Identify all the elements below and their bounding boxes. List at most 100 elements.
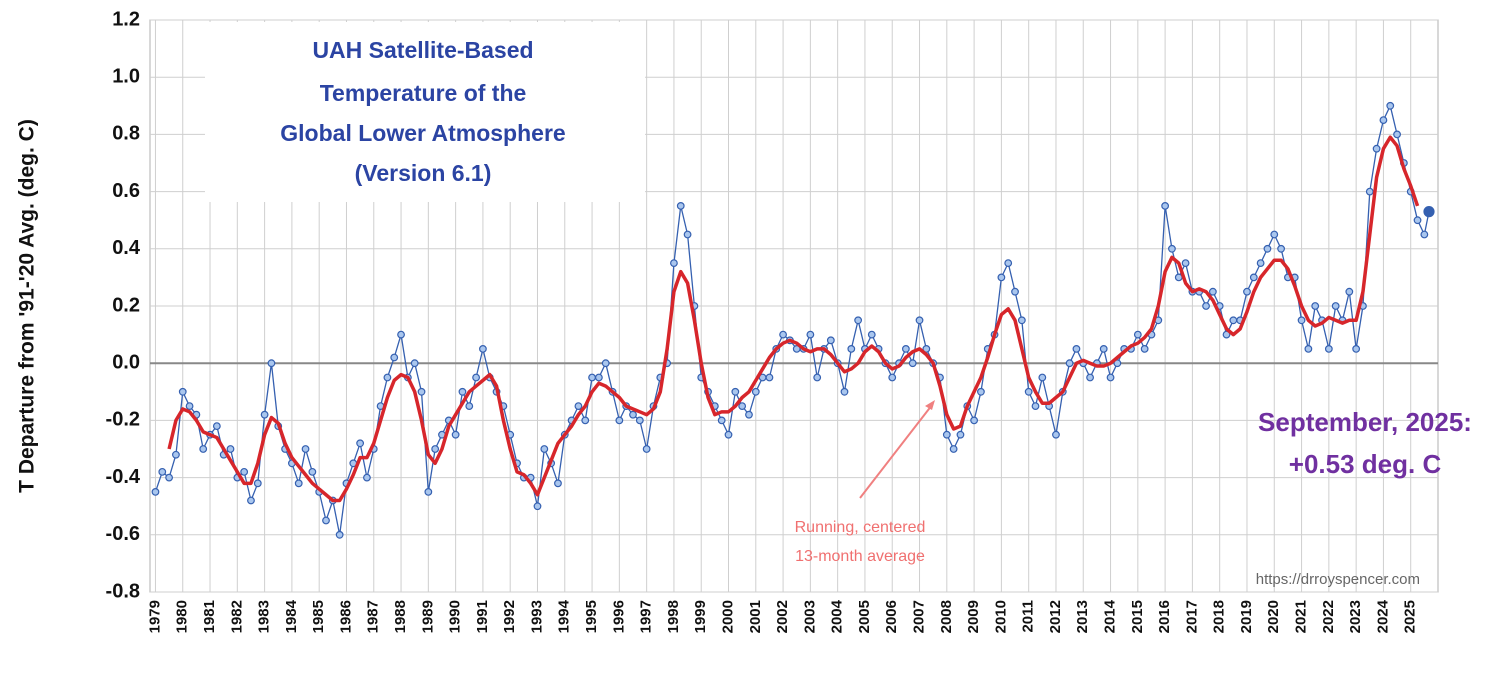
data-point xyxy=(765,373,774,382)
data-point xyxy=(813,373,822,382)
data-point xyxy=(1222,330,1231,339)
data-point xyxy=(1208,287,1217,296)
data-point xyxy=(356,439,365,448)
data-point xyxy=(1024,387,1033,396)
x-tick-label: 2022 xyxy=(1320,600,1337,633)
y-tick-label: 0.2 xyxy=(112,294,140,316)
data-point xyxy=(172,450,180,459)
data-point xyxy=(942,430,951,439)
x-tick-label: 1990 xyxy=(447,600,464,633)
data-point xyxy=(915,316,924,325)
data-point xyxy=(533,502,542,511)
data-point xyxy=(997,273,1006,282)
data-point xyxy=(581,416,590,425)
annotation-arrow xyxy=(859,404,933,499)
y-tick-label: -0.2 xyxy=(106,409,140,431)
data-point xyxy=(165,473,174,482)
data-point xyxy=(554,479,562,488)
data-point xyxy=(1052,430,1060,439)
data-point xyxy=(867,330,876,339)
x-tick-label: 1988 xyxy=(392,600,409,633)
data-point xyxy=(1413,216,1422,225)
title-backdrop xyxy=(205,22,645,202)
data-point xyxy=(1113,359,1122,368)
x-tick-label: 2005 xyxy=(856,600,873,633)
data-point xyxy=(458,387,467,396)
x-tick-label: 1989 xyxy=(419,600,436,633)
data-point xyxy=(908,359,917,368)
data-point xyxy=(1133,330,1142,339)
data-point xyxy=(1072,345,1081,353)
data-point xyxy=(826,336,835,345)
data-point xyxy=(738,402,747,411)
data-point xyxy=(1249,273,1258,282)
data-point xyxy=(1311,302,1320,310)
data-point xyxy=(1038,373,1047,382)
data-point xyxy=(1393,130,1401,139)
data-point xyxy=(806,330,815,339)
data-point xyxy=(267,359,276,368)
data-point xyxy=(294,479,303,488)
y-tick-label: 0.6 xyxy=(112,180,140,202)
data-point xyxy=(410,359,419,368)
data-point xyxy=(1277,244,1285,253)
data-point xyxy=(1331,302,1340,310)
data-point xyxy=(1086,373,1094,382)
x-tick-label: 2014 xyxy=(1102,599,1119,633)
data-point xyxy=(1140,345,1149,353)
data-point xyxy=(970,416,979,425)
annotation-arrowhead xyxy=(925,400,935,410)
x-tick-label: 1991 xyxy=(474,600,491,633)
y-tick-label: -0.4 xyxy=(106,466,141,488)
data-point xyxy=(629,410,637,419)
x-tick-label: 2011 xyxy=(1020,600,1037,633)
data-point xyxy=(635,416,644,425)
data-point xyxy=(479,345,487,353)
series-line xyxy=(167,135,1420,503)
data-point xyxy=(1099,345,1108,353)
data-point xyxy=(185,402,194,411)
data-point xyxy=(670,259,678,268)
title-line: Global Lower Atmosphere xyxy=(280,120,565,146)
x-tick-label: 2017 xyxy=(1183,600,1200,633)
data-point xyxy=(1379,116,1388,124)
x-tick-label: 1992 xyxy=(501,600,518,633)
x-tick-label: 1999 xyxy=(692,600,709,633)
x-tick-label: 2009 xyxy=(965,600,982,633)
data-point xyxy=(335,530,344,539)
x-tick-label: 1998 xyxy=(665,600,682,633)
data-point xyxy=(574,402,583,411)
data-point xyxy=(451,430,460,439)
data-point xyxy=(472,373,480,382)
data-point xyxy=(240,467,249,476)
data-point xyxy=(1345,287,1354,296)
x-tick-label: 2006 xyxy=(883,600,900,633)
x-tick-label: 2013 xyxy=(1074,600,1091,633)
data-point xyxy=(724,430,733,439)
x-tick-label: 2008 xyxy=(938,600,955,633)
annotation: Running, centered xyxy=(795,519,926,536)
x-tick-label: 1994 xyxy=(556,599,573,633)
data-point xyxy=(1004,259,1013,268)
data-point xyxy=(683,230,692,239)
data-point xyxy=(601,359,610,368)
y-tick-label: 1.2 xyxy=(112,8,140,30)
y-tick-label: 1.0 xyxy=(112,65,140,87)
data-point xyxy=(901,345,910,353)
data-point xyxy=(1243,287,1251,296)
data-point xyxy=(151,488,160,496)
data-point xyxy=(424,488,433,496)
x-tick-label: 2012 xyxy=(1047,600,1064,633)
x-tick-label: 2000 xyxy=(719,600,736,633)
x-tick-label: 1979 xyxy=(146,600,163,633)
data-point xyxy=(226,445,235,453)
data-point xyxy=(751,387,760,396)
data-point xyxy=(1168,244,1176,253)
data-point xyxy=(199,445,208,453)
data-point xyxy=(847,345,856,353)
data-point xyxy=(308,467,317,476)
data-point xyxy=(779,330,787,339)
data-point xyxy=(431,445,440,453)
x-tick-label: 1984 xyxy=(283,599,300,633)
data-point xyxy=(1304,345,1313,353)
